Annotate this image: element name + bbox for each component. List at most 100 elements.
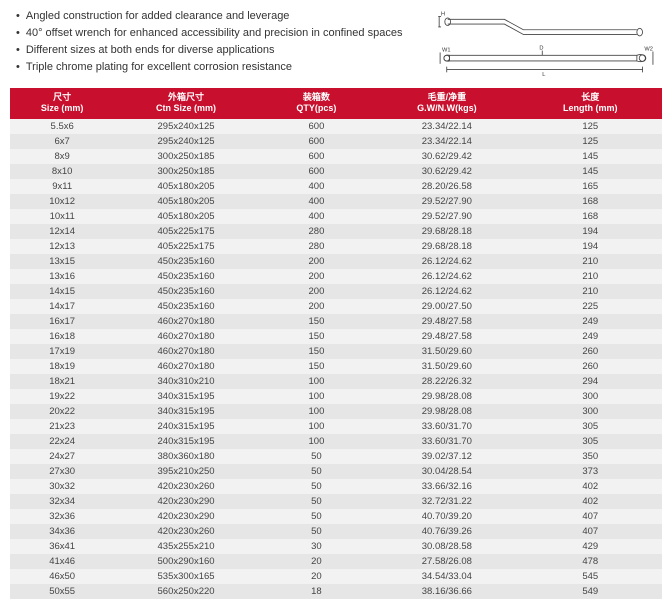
feature-item: Triple chrome plating for excellent corr…	[16, 59, 412, 76]
cell-gw: 29.68/28.18	[375, 224, 518, 239]
table-row: 16x18460x270x18015029.48/27.58249	[10, 329, 662, 344]
cell-gw: 26.12/24.62	[375, 269, 518, 284]
table-row: 6x7295x240x12560023.34/22.14125	[10, 134, 662, 149]
col-header-ctn: 外箱尺寸 Ctn Size (mm)	[114, 88, 257, 119]
diagram-label-w2: W2	[644, 47, 652, 53]
cell-len: 260	[519, 359, 662, 374]
cell-len: 225	[519, 299, 662, 314]
cell-len: 402	[519, 494, 662, 509]
cell-qty: 150	[258, 344, 375, 359]
cell-size: 50x55	[10, 584, 114, 599]
table-row: 5.5x6295x240x12560023.34/22.14125	[10, 119, 662, 134]
cell-size: 18x19	[10, 359, 114, 374]
cell-len: 549	[519, 584, 662, 599]
cell-qty: 100	[258, 389, 375, 404]
cell-gw: 32.72/31.22	[375, 494, 518, 509]
cell-size: 5.5x6	[10, 119, 114, 134]
table-row: 32x34420x230x2905032.72/31.22402	[10, 494, 662, 509]
table-row: 18x19460x270x18015031.50/29.60260	[10, 359, 662, 374]
cell-gw: 30.62/29.42	[375, 164, 518, 179]
cell-ctn: 300x250x185	[114, 164, 257, 179]
cell-len: 145	[519, 149, 662, 164]
diagram-label-l: L	[542, 72, 545, 78]
cell-ctn: 240x315x195	[114, 434, 257, 449]
col-header-gw: 毛重/净重 G.W/N.W(kgs)	[375, 88, 518, 119]
cell-size: 10x11	[10, 209, 114, 224]
cell-ctn: 405x180x205	[114, 194, 257, 209]
cell-gw: 39.02/37.12	[375, 449, 518, 464]
table-row: 12x14405x225x17528029.68/28.18194	[10, 224, 662, 239]
table-row: 46x50535x300x1652034.54/33.04545	[10, 569, 662, 584]
cell-ctn: 460x270x180	[114, 344, 257, 359]
cell-len: 402	[519, 479, 662, 494]
cell-qty: 200	[258, 284, 375, 299]
cell-ctn: 535x300x165	[114, 569, 257, 584]
cell-qty: 600	[258, 164, 375, 179]
table-row: 41x46500x290x1602027.58/26.08478	[10, 554, 662, 569]
cell-qty: 400	[258, 209, 375, 224]
cell-ctn: 460x270x180	[114, 359, 257, 374]
cell-len: 478	[519, 554, 662, 569]
cell-gw: 33.66/32.16	[375, 479, 518, 494]
cell-qty: 30	[258, 539, 375, 554]
wrench-diagram: H D W1 W2 L	[432, 8, 662, 78]
table-row: 24x27380x360x1805039.02/37.12350	[10, 449, 662, 464]
table-row: 34x36420x230x2605040.76/39.26407	[10, 524, 662, 539]
cell-ctn: 460x270x180	[114, 314, 257, 329]
table-row: 13x16450x235x16020026.12/24.62210	[10, 269, 662, 284]
spec-table-head: 尺寸 Size (mm) 外箱尺寸 Ctn Size (mm) 装箱数 QTY(…	[10, 88, 662, 119]
cell-len: 145	[519, 164, 662, 179]
table-row: 22x24240x315x19510033.60/31.70305	[10, 434, 662, 449]
cell-len: 168	[519, 194, 662, 209]
cell-ctn: 450x235x160	[114, 269, 257, 284]
cell-ctn: 240x315x195	[114, 419, 257, 434]
cell-size: 16x18	[10, 329, 114, 344]
cell-qty: 600	[258, 149, 375, 164]
cell-gw: 29.68/28.18	[375, 239, 518, 254]
cell-qty: 100	[258, 434, 375, 449]
cell-ctn: 405x225x175	[114, 224, 257, 239]
cell-len: 373	[519, 464, 662, 479]
cell-len: 194	[519, 239, 662, 254]
cell-len: 294	[519, 374, 662, 389]
cell-len: 407	[519, 524, 662, 539]
cell-len: 194	[519, 224, 662, 239]
cell-len: 407	[519, 509, 662, 524]
cell-gw: 33.60/31.70	[375, 434, 518, 449]
table-row: 36x41435x255x2103030.08/28.58429	[10, 539, 662, 554]
cell-gw: 29.52/27.90	[375, 194, 518, 209]
feature-list: Angled construction for added clearance …	[10, 8, 412, 78]
cell-len: 125	[519, 119, 662, 134]
table-row: 10x12405x180x20540029.52/27.90168	[10, 194, 662, 209]
cell-gw: 40.76/39.26	[375, 524, 518, 539]
cell-size: 12x13	[10, 239, 114, 254]
cell-len: 168	[519, 209, 662, 224]
cell-qty: 400	[258, 179, 375, 194]
cell-ctn: 460x270x180	[114, 329, 257, 344]
cell-ctn: 435x255x210	[114, 539, 257, 554]
table-row: 12x13405x225x17528029.68/28.18194	[10, 239, 662, 254]
cell-size: 32x36	[10, 509, 114, 524]
table-row: 27x30395x210x2505030.04/28.54373	[10, 464, 662, 479]
cell-qty: 18	[258, 584, 375, 599]
table-row: 19x22340x315x19510029.98/28.08300	[10, 389, 662, 404]
cell-gw: 29.52/27.90	[375, 209, 518, 224]
cell-ctn: 420x230x260	[114, 524, 257, 539]
cell-qty: 200	[258, 254, 375, 269]
cell-size: 30x32	[10, 479, 114, 494]
cell-qty: 150	[258, 314, 375, 329]
table-row: 30x32420x230x2605033.66/32.16402	[10, 479, 662, 494]
cell-ctn: 450x235x160	[114, 284, 257, 299]
feature-item: 40° offset wrench for enhanced accessibi…	[16, 25, 412, 42]
cell-qty: 100	[258, 374, 375, 389]
cell-ctn: 500x290x160	[114, 554, 257, 569]
cell-ctn: 340x310x210	[114, 374, 257, 389]
table-row: 18x21340x310x21010028.22/26.32294	[10, 374, 662, 389]
cell-len: 210	[519, 284, 662, 299]
cell-size: 10x12	[10, 194, 114, 209]
cell-gw: 26.12/24.62	[375, 284, 518, 299]
cell-size: 21x23	[10, 419, 114, 434]
cell-size: 17x19	[10, 344, 114, 359]
cell-gw: 28.22/26.32	[375, 374, 518, 389]
cell-ctn: 380x360x180	[114, 449, 257, 464]
